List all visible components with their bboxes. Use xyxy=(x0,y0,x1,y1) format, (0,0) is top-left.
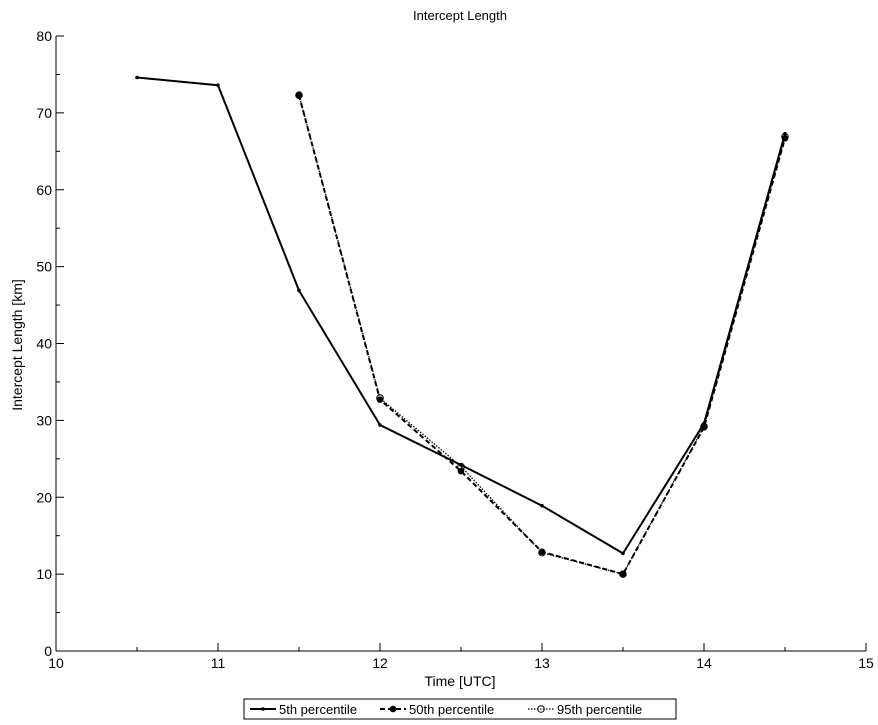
x-tick-label: 12 xyxy=(372,655,388,671)
y-tick-label: 70 xyxy=(36,105,52,121)
data-point xyxy=(378,423,382,427)
legend: 5th percentile 50th percentile 95th percen… xyxy=(243,698,677,720)
series-1 xyxy=(135,75,787,556)
data-point xyxy=(216,83,220,87)
data-point xyxy=(781,132,789,141)
y-tick-label: 10 xyxy=(36,566,52,582)
legend-label: 50th percentile xyxy=(409,702,494,717)
data-point xyxy=(376,394,384,402)
data-point xyxy=(619,570,627,578)
data-point xyxy=(457,462,465,471)
x-tick-label: 13 xyxy=(534,655,550,671)
x-tick-label: 10 xyxy=(48,655,64,671)
x-axis-label: Time [UTC] xyxy=(424,673,495,689)
series-3 xyxy=(295,91,789,578)
y-tick-label: 40 xyxy=(36,336,52,352)
x-tick-label: 14 xyxy=(696,655,712,671)
data-point xyxy=(540,503,544,508)
data-point xyxy=(135,75,139,80)
series-line xyxy=(136,76,786,555)
legend-label: 5th percentile xyxy=(279,702,357,717)
series-line xyxy=(298,94,786,576)
legend-label: 95th percentile xyxy=(557,702,642,717)
data-point xyxy=(700,422,708,431)
chart-title: Intercept Length xyxy=(413,8,507,23)
y-tick-label: 30 xyxy=(36,412,52,428)
x-tick-label: 15 xyxy=(858,655,874,671)
data-point xyxy=(261,707,265,711)
data-point xyxy=(295,91,303,99)
y-tick-label: 20 xyxy=(36,489,52,505)
legend-box xyxy=(243,698,677,720)
series-line xyxy=(298,95,786,575)
y-tick-label: 60 xyxy=(36,182,52,198)
x-tick-label: 11 xyxy=(211,655,226,671)
data-point xyxy=(621,551,625,556)
y-tick-label: 50 xyxy=(36,259,52,275)
data-point xyxy=(297,288,301,293)
data-point xyxy=(538,548,546,557)
y-tick-label: 0 xyxy=(44,643,52,659)
y-tick-label: 80 xyxy=(36,28,52,44)
data-point xyxy=(389,705,397,713)
data-point xyxy=(537,705,545,713)
y-axis-label: Intercept Length [km] xyxy=(9,279,25,411)
series-layer xyxy=(135,75,789,578)
